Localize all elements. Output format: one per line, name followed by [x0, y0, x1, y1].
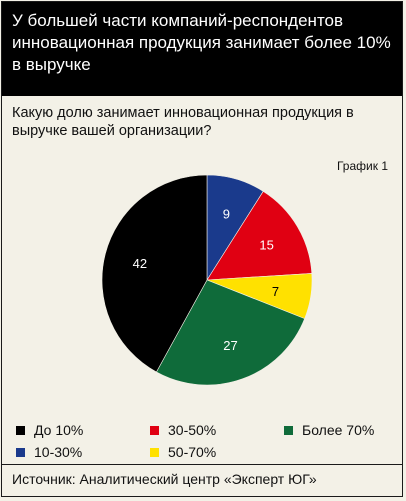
- pie-slice-1: [101, 174, 208, 373]
- pie-slice-5: [156, 279, 306, 386]
- legend-swatch: [284, 425, 293, 435]
- legend-label: 50-70%: [168, 444, 217, 460]
- survey-question: Какую долю занимает инновационная продук…: [12, 105, 354, 139]
- source-note: Источник: Аналитический центр «Эксперт Ю…: [2, 464, 402, 496]
- legend-item-5: Более 70%: [284, 422, 374, 438]
- headline: У большей части компаний-респондентов ин…: [2, 2, 402, 96]
- legend-swatch: [16, 425, 25, 435]
- legend-swatch: [150, 425, 159, 435]
- legend-label: 30-50%: [168, 422, 217, 438]
- chart-number-label: График 1: [336, 159, 388, 173]
- pie-slice-3: [206, 190, 313, 281]
- pie-slice-label-4: 7: [272, 284, 279, 299]
- legend-item-3: 30-50%: [150, 422, 216, 438]
- legend-swatch: [16, 447, 25, 457]
- pie-chart: 9 15 7 27 42: [101, 174, 313, 386]
- legend-label: Более 70%: [302, 422, 375, 438]
- pie-slice-label-1: 42: [133, 256, 147, 271]
- pie-slice-label-2: 9: [223, 206, 230, 221]
- legend-item-1: До 10%: [16, 422, 83, 438]
- legend-swatch: [150, 447, 159, 457]
- legend-label: До 10%: [34, 422, 84, 438]
- pie-slice-label-5: 27: [223, 338, 237, 353]
- pie-slice-label-3: 15: [259, 238, 273, 253]
- legend-item-2: 10-30%: [16, 444, 82, 460]
- legend-item-4: 50-70%: [150, 444, 216, 460]
- legend-label: 10-30%: [34, 444, 83, 460]
